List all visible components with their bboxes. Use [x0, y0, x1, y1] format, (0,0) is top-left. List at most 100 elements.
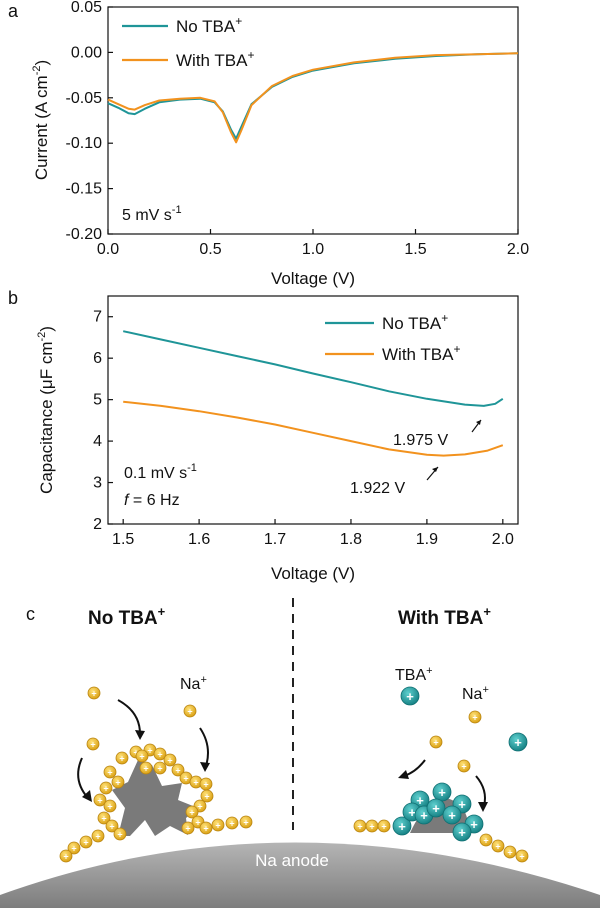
na-ion-body [181, 821, 195, 835]
na-ion: + [491, 839, 505, 853]
na-ion-body [503, 845, 517, 859]
series-line-a-with-tba [107, 52, 519, 144]
xtick-label-a: 1.0 [302, 241, 324, 258]
tba-ion: + [452, 822, 472, 842]
ion-charge: + [147, 746, 152, 756]
na-ion: + [67, 841, 81, 855]
ion-charge: + [519, 852, 524, 862]
xtick-label-b: 1.6 [188, 531, 210, 548]
na-ion-body [171, 763, 185, 777]
ion-charge: + [157, 750, 162, 760]
tba-ion-body [508, 732, 528, 752]
na-ion: + [181, 821, 195, 835]
na-ion: + [457, 759, 471, 773]
ion-charge: + [97, 796, 102, 806]
na-ion: + [111, 775, 125, 789]
tba-ion: + [432, 782, 452, 802]
arrowhead-1922 [432, 467, 438, 472]
ions: +++ +++++ + ++++ + ++++++ + + + ++++++++++++++ +++… [59, 686, 529, 863]
ytick-label-a: -0.10 [66, 135, 103, 152]
arrowheads-left [82, 730, 210, 802]
ion-charge: + [197, 802, 202, 812]
na-ion-body [185, 805, 199, 819]
ytick-label-a: 0.05 [71, 0, 102, 16]
na-ion-body [163, 753, 177, 767]
ion-charge: + [193, 778, 198, 788]
na-ion: + [468, 710, 482, 724]
axes-a: 0.0 0.5 1.0 1.5 2.0 0.05 0.00 -0.05 -0.10 -0.15 -0… [66, 0, 530, 258]
ion-charge: + [167, 756, 172, 766]
ion-charge: + [83, 838, 88, 848]
ion-charge: + [483, 836, 488, 846]
na-ion: + [97, 811, 111, 825]
panel-label-a: a [8, 1, 19, 21]
na-ion: + [115, 751, 129, 765]
na-ion-body [468, 710, 482, 724]
series-line-b-no-tba [122, 330, 504, 407]
legend-a: No TBA+ With TBA+ [122, 14, 255, 70]
ion-charge: + [63, 852, 68, 862]
na-ion: + [429, 735, 443, 749]
na-ion-body [99, 781, 113, 795]
ytick-label-b: 2 [93, 516, 102, 533]
ion-charge: + [109, 822, 114, 832]
chart-b: b 1.5 1.6 1.7 1.8 1.9 2.0 2 3 4 5 6 7 No TBA+ With … [8, 288, 519, 583]
na-ion: + [211, 818, 225, 832]
ion-charge: + [458, 797, 466, 812]
na-ion-body [86, 737, 100, 751]
ion-charge: + [90, 740, 95, 750]
na-ion-body [103, 765, 117, 779]
ion-charge: + [416, 793, 424, 808]
ion-charge: + [406, 689, 414, 704]
ion-charge: + [229, 819, 234, 829]
na-ion-body [79, 835, 93, 849]
tba-ion-body [442, 805, 462, 825]
arrow-left-2 [77, 757, 89, 799]
arrowhead-left-3 [200, 762, 210, 772]
annotation-a-scanrate: 5 mV s-1 [122, 204, 182, 224]
ion-charge: + [133, 748, 138, 758]
ion-charge: + [215, 821, 220, 831]
label-tba: TBA+ [395, 665, 433, 684]
na-ion-body [93, 793, 107, 807]
title-with-tba: With TBA+ [398, 604, 491, 629]
ion-charge: + [432, 801, 440, 816]
na-ion-body [135, 749, 149, 763]
ylabel-b: Capacitance (μF cm-2) [36, 326, 56, 494]
ion-charge: + [204, 792, 209, 802]
na-ion: + [479, 833, 493, 847]
ion-charge: + [91, 689, 96, 699]
ytick-label-b: 5 [93, 392, 102, 409]
arrow-left-1 [117, 699, 141, 735]
series-line-a-no-tba [107, 52, 519, 140]
ion-charge: + [189, 808, 194, 818]
na-ion-body [67, 841, 81, 855]
xtick-label-a: 1.5 [404, 241, 426, 258]
na-ion: + [225, 816, 239, 830]
xtick-label-a: 2.0 [507, 241, 529, 258]
na-ion: + [135, 749, 149, 763]
arrow-left-3 [199, 727, 209, 767]
na-ion: + [200, 789, 214, 803]
na-ion-body [87, 686, 101, 700]
na-ion-body [199, 821, 213, 835]
na-ion: + [199, 821, 213, 835]
arrow-right-2 [475, 775, 486, 807]
xtick-label-b: 1.5 [112, 531, 134, 548]
ion-charge: + [381, 822, 386, 832]
point-label-1922: 1.922 V [350, 480, 405, 497]
ytick-label-b: 4 [93, 433, 102, 450]
ion-charge: + [514, 735, 522, 750]
na-ion-body [239, 815, 253, 829]
dendrite-left [112, 760, 198, 836]
na-ion-body [211, 818, 225, 832]
ion-charge: + [408, 805, 416, 820]
tba-ion: + [426, 798, 446, 818]
na-ion: + [163, 753, 177, 767]
na-ion-body [183, 704, 197, 718]
plot-frame-b [107, 295, 519, 525]
tba-ion-body [392, 816, 412, 836]
na-ion-body [105, 819, 119, 833]
na-ion-body [111, 775, 125, 789]
na-ion-body [153, 747, 167, 761]
